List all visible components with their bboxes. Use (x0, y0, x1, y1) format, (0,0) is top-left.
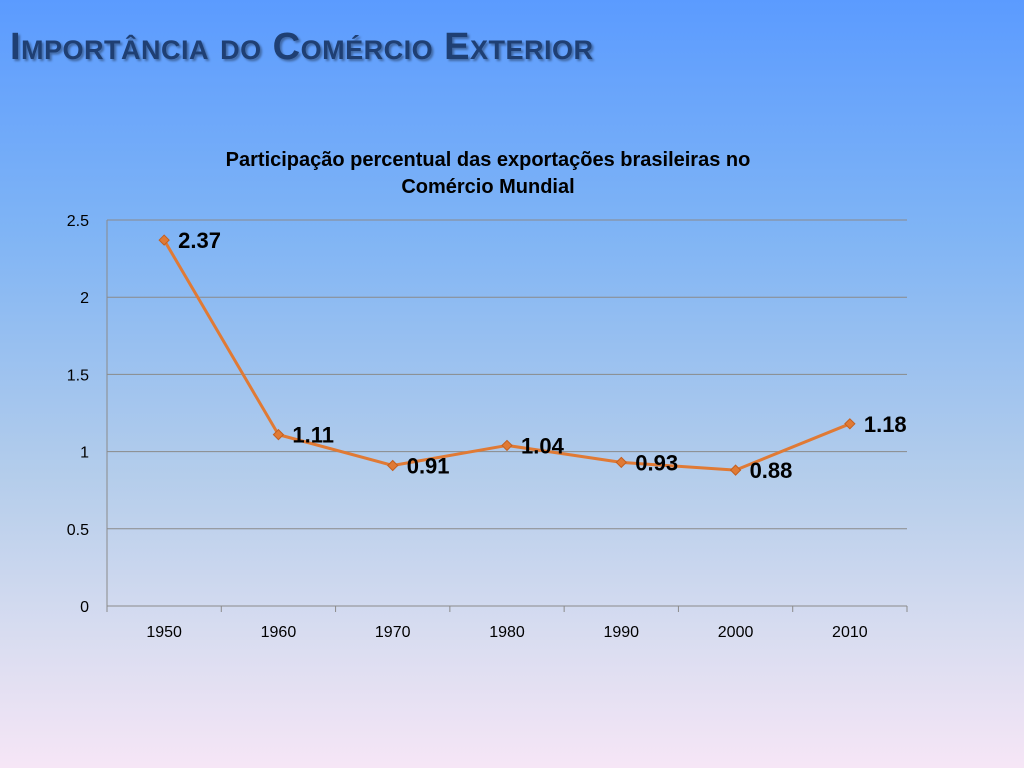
x-tick-label-2: 1970 (375, 624, 411, 641)
data-point-1990 (615, 456, 627, 469)
chart-title-line-2: Comércio Mundial (401, 176, 574, 198)
y-axis-ticks: 0 0.5 1 1.5 2 2.5 (67, 213, 89, 616)
x-tick-label-5: 2000 (718, 624, 754, 641)
data-label-1950: 2.37 (178, 228, 221, 253)
y-tick-label-5: 2.5 (67, 213, 89, 230)
series-line (158, 234, 856, 476)
gridlines (107, 219, 907, 530)
y-tick-label-4: 2 (80, 290, 89, 307)
data-point-2000 (729, 464, 742, 476)
data-point-1960 (272, 428, 285, 441)
data-labels: 2.37 1.11 0.91 1.04 0.93 0.88 1.18 (178, 228, 907, 483)
slide-title: Importância do Comércio Exterior (10, 26, 594, 68)
y-tick-label-3: 1.5 (67, 367, 89, 384)
x-tick-label-4: 1990 (603, 624, 639, 641)
data-label-1970: 0.91 (407, 453, 450, 478)
x-tick-label-1: 1960 (261, 624, 297, 641)
x-tick-label-3: 1980 (489, 624, 525, 641)
axes (106, 220, 908, 612)
series-line-0 (162, 239, 851, 472)
data-point-1970 (387, 459, 399, 472)
data-label-1960: 1.11 (292, 423, 334, 448)
x-axis-ticks: 1950 1960 1970 1980 1990 2000 2010 (146, 624, 867, 641)
y-tick-label-2: 1 (80, 445, 89, 462)
data-label-2000: 0.88 (750, 458, 793, 483)
x-tick-label-6: 2010 (832, 624, 868, 641)
data-label-1990: 0.93 (635, 450, 678, 475)
data-label-2010: 1.18 (864, 412, 907, 437)
data-point-1950 (158, 234, 170, 246)
data-point-2010 (844, 418, 856, 430)
chart-title-line-1: Participação percentual das exportações … (226, 149, 751, 171)
x-tick-label-0: 1950 (146, 624, 182, 641)
data-point-1980 (501, 439, 513, 452)
y-tick-label-0: 0 (80, 599, 89, 616)
y-tick-label-1: 0.5 (67, 522, 89, 539)
data-label-1980: 1.04 (521, 433, 565, 458)
